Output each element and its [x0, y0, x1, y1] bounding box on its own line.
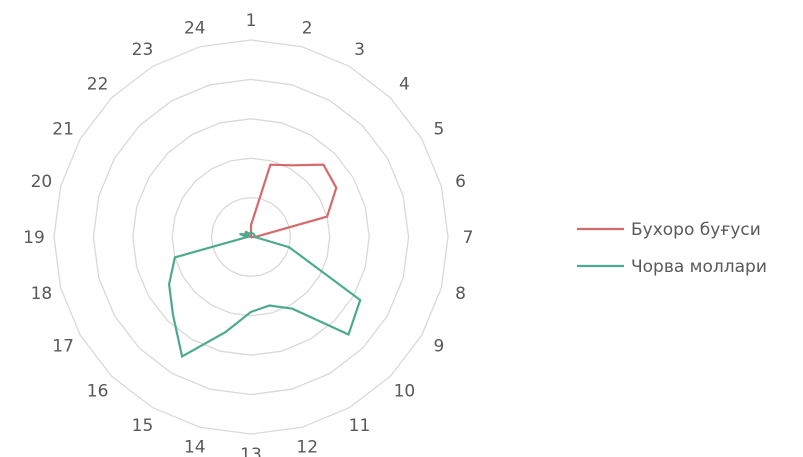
- category-label-9: 9: [433, 337, 444, 357]
- series-line-2: [167, 230, 362, 359]
- category-label-4: 4: [399, 75, 410, 95]
- legend-item-1: Бухоро буғуси: [577, 220, 761, 240]
- category-label-11: 11: [349, 416, 371, 436]
- category-label-17: 17: [52, 337, 74, 357]
- category-label-18: 18: [31, 284, 53, 304]
- legend: Бухоро буғуси Чорва моллари: [577, 220, 767, 277]
- category-label-15: 15: [132, 416, 154, 436]
- category-label-8: 8: [455, 284, 466, 304]
- category-label-23: 23: [132, 40, 154, 60]
- grid-ring-5: [53, 39, 449, 435]
- category-label-3: 3: [354, 40, 365, 60]
- category-label-12: 12: [296, 438, 318, 457]
- category-label-5: 5: [433, 120, 444, 140]
- category-label-22: 22: [87, 75, 109, 95]
- legend-item-2: Чорва моллари: [577, 257, 767, 277]
- category-label-20: 20: [31, 172, 53, 192]
- category-label-21: 21: [52, 120, 74, 140]
- legend-label-1: Бухоро буғуси: [631, 220, 761, 240]
- series-line-1: [243, 163, 338, 239]
- category-label-19: 19: [23, 228, 45, 248]
- category-label-24: 24: [184, 18, 206, 38]
- category-label-7: 7: [463, 228, 474, 248]
- category-label-10: 10: [394, 381, 416, 401]
- category-label-14: 14: [184, 438, 206, 457]
- legend-label-2: Чорва моллари: [631, 257, 767, 277]
- grid-ring-1: [210, 196, 292, 278]
- category-label-6: 6: [455, 172, 466, 192]
- radar-series: [167, 163, 362, 359]
- category-label-1: 1: [246, 11, 257, 31]
- category-label-16: 16: [87, 381, 109, 401]
- radar-grid: [53, 39, 449, 435]
- grid-ring-4: [92, 78, 410, 396]
- grid-ring-2: [171, 157, 331, 317]
- category-label-13: 13: [240, 445, 262, 457]
- category-label-2: 2: [302, 18, 313, 38]
- grid-ring-3: [132, 118, 370, 356]
